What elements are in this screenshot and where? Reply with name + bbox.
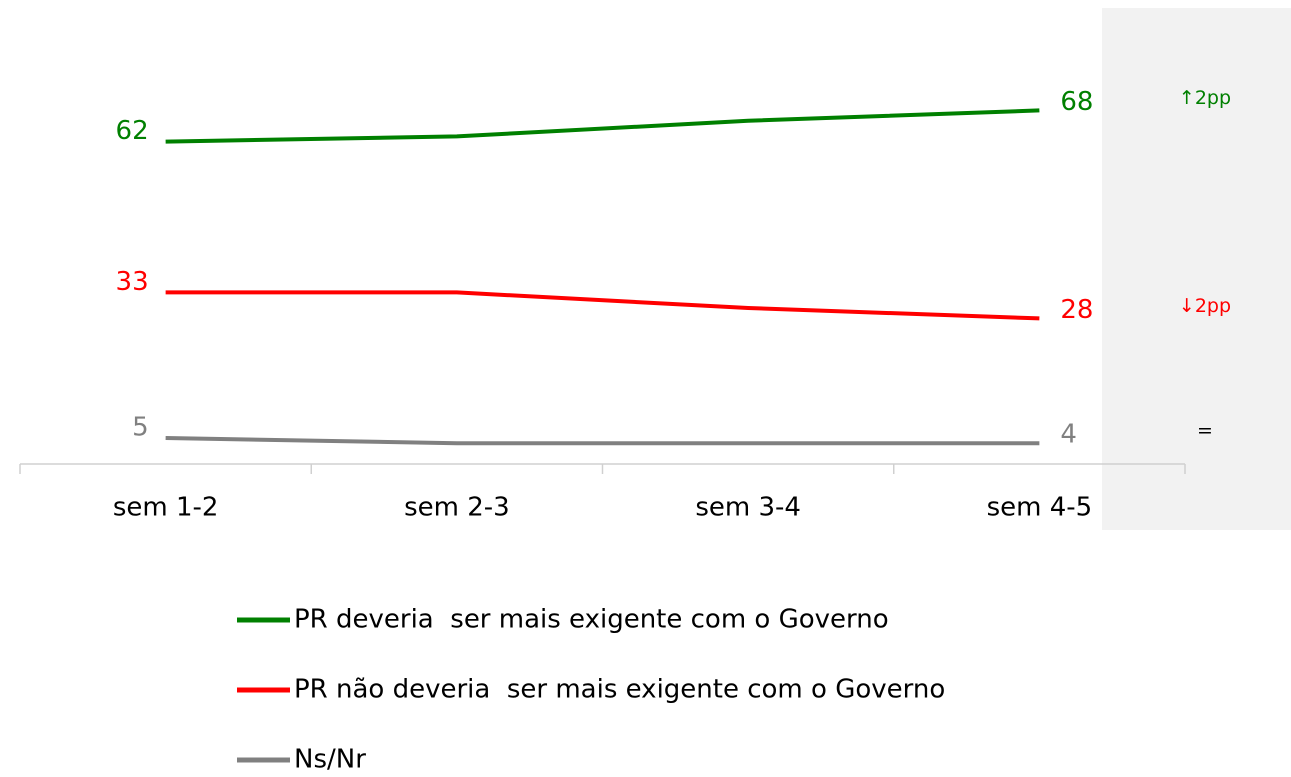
series-line: [165, 290, 1040, 321]
x-tick-label: sem 4-5: [987, 493, 1093, 523]
legend-label: Ns/Nr: [294, 745, 366, 775]
legend-label: PR deveria ser mais exigente com o Gover…: [294, 605, 889, 635]
data-label: 28: [1060, 295, 1093, 325]
data-label: 62: [116, 116, 149, 146]
x-tick-label: sem 3-4: [695, 493, 801, 523]
annotation: =: [1197, 420, 1213, 442]
data-label: 4: [1060, 420, 1077, 450]
highlight-band: [1102, 8, 1291, 530]
x-tick-label: sem 1-2: [113, 493, 219, 523]
x-tick-label: sem 2-3: [404, 493, 510, 523]
data-label: 33: [116, 267, 149, 297]
annotation: ↓2pp: [1179, 295, 1231, 317]
series-line: [165, 108, 1040, 144]
annotation: ↑2pp: [1179, 87, 1231, 109]
series-line: [165, 436, 1040, 446]
data-label: 68: [1060, 87, 1093, 117]
data-label: 5: [132, 413, 149, 443]
legend-label: PR não deveria ser mais exigente com o G…: [294, 675, 945, 705]
